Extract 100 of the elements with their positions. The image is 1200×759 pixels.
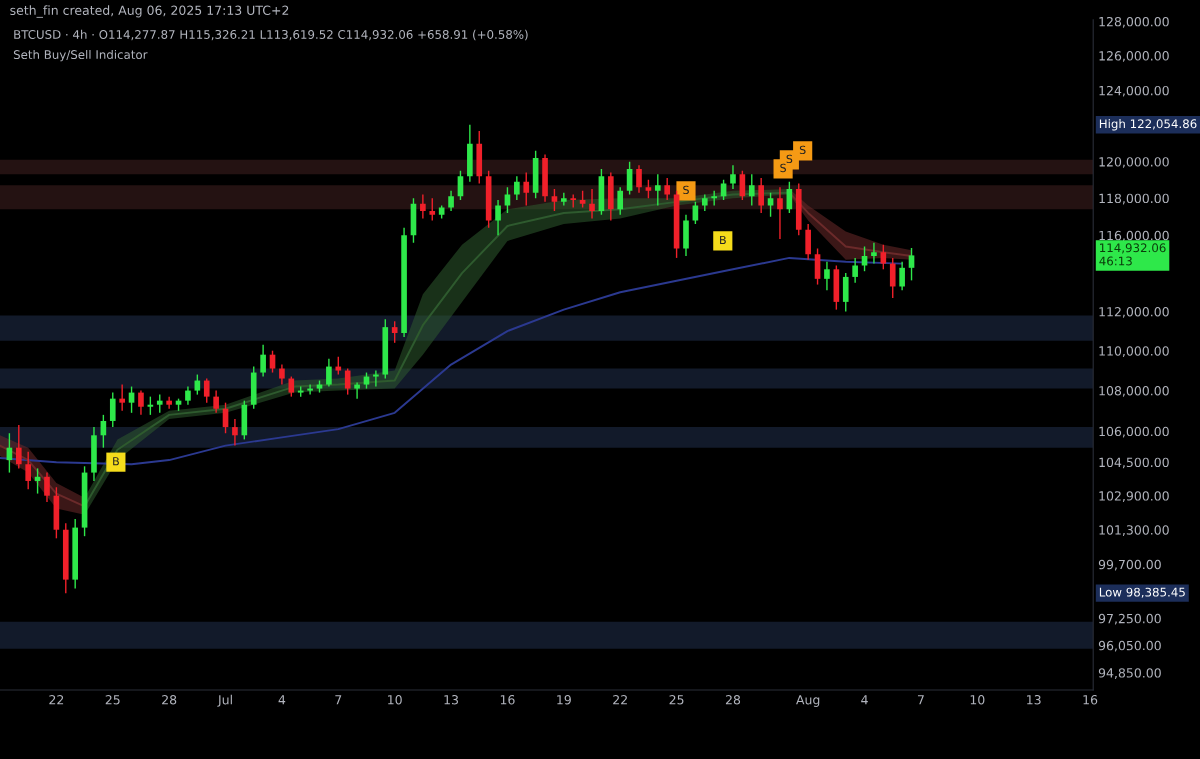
candlestick [852,257,858,284]
x-tick-label: 22 [613,695,627,705]
x-tick-label: Jul [217,694,232,707]
candlestick [777,186,783,240]
candlestick [138,389,144,416]
candlestick [448,190,454,212]
y-tick-label: 94,850.00 [1098,668,1161,679]
annotation: S [683,185,689,195]
candlestick [824,261,830,292]
candlestick [279,363,285,386]
candlestick [711,190,717,207]
annotation: B [720,235,726,245]
x-tick-label: Aug [796,695,820,707]
candlestick [232,418,238,447]
x-tick-label: 22 [49,695,64,705]
y-tick-label: 101,300.00 [1099,525,1169,536]
x-tick-label: 4 [278,695,286,705]
y-tick-label: 116,000.00 [1099,230,1169,242]
y-tick-label: 110,000.00 [1099,346,1169,357]
text: Seth Buy/Sell Indicator [13,49,148,62]
x-tick-label: 16 [1083,695,1098,705]
y-tick-label: 126,000.00 [1099,51,1169,62]
text: BTCUSD · 4h · O114,277.87 H115,326.21 L113,619.52 C114,932.06 +658.91 (+0.58%) [14,29,528,41]
candlestick [373,369,379,388]
candlestick [617,186,624,216]
text: High 122,054.86 [1099,119,1197,131]
candlestick [720,179,727,201]
candlestick [307,383,313,396]
annotation: B [113,457,119,466]
x-tick-label: 10 [970,695,985,705]
candlestick [156,393,163,414]
candlestick [185,385,191,406]
candlestick [636,164,642,194]
candlestick [589,188,595,220]
candlestick [109,391,116,428]
y-tick-label: 128,000.00 [1099,16,1169,28]
candlestick [908,247,915,282]
candlestick [748,173,755,207]
candlestick [354,381,360,400]
y-tick-label: 106,000.00 [1099,426,1169,438]
candlestick [514,175,520,201]
candlestick [203,377,210,404]
x-tick-label: 28 [162,695,177,705]
x-tick-label: 7 [917,695,924,705]
y-tick-label: 97,250.00 [1098,613,1161,625]
candlestick [880,244,887,270]
candlestick [767,191,774,218]
x-tick-label: 7 [335,695,342,705]
y-tick-label: 104,500.00 [1099,457,1169,469]
candlestick [551,188,558,212]
candlestick [899,261,905,292]
candlestick [260,344,266,378]
text: Low 98,385.45 [1099,587,1185,598]
candlestick [391,320,398,344]
x-tick-label: 25 [105,695,120,705]
candlestick [889,257,896,299]
x-tick-label: 13 [1027,695,1041,705]
y-tick-label: 108,000.00 [1099,386,1169,397]
candlestick [429,197,436,222]
candlestick [664,177,671,201]
text: seth_fin created, Aug 06, 2025 17:13 UTC+2 [10,5,289,18]
x-tick-label: 4 [861,695,868,705]
candlestick [44,471,50,503]
x-tick-label: 10 [388,695,402,705]
candlestick [147,395,154,416]
candlestick [645,179,652,199]
candlestick [654,173,661,207]
y-tick-label: 112,000.00 [1099,307,1169,318]
candlestick [269,350,276,374]
candlestick [166,395,172,410]
candlestick [119,383,125,412]
text: 114,932.06 46:13 [1099,243,1166,266]
y-tick-label: 102,900.00 [1099,491,1169,502]
candlestick [213,389,219,414]
candlestick [420,193,426,220]
candlestick [25,451,32,491]
y-tick-label: 118,000.00 [1099,193,1169,205]
candlestick [561,191,567,207]
candlestick [288,375,295,398]
annotation: S [780,163,786,173]
candlestick [871,242,877,265]
y-tick-label: 96,050.00 [1098,640,1161,652]
candlestick [523,171,530,207]
line-series [0,256,904,466]
candlestick [495,199,501,237]
x-tick-label: 13 [444,695,459,705]
x-tick-label: 19 [557,695,571,705]
y-tick-label: 99,700.00 [1098,559,1161,571]
candlestick [15,424,22,470]
x-tick-label: 28 [725,695,741,705]
candlestick [758,177,764,214]
y-tick-label: 124,000.00 [1099,85,1169,97]
x-tick-label: 16 [500,695,515,705]
x-tick-label: 25 [669,695,684,705]
annotation: S [799,145,806,155]
candlestick [326,357,332,388]
candlestick [344,367,351,396]
annotation: S [786,154,793,164]
candlestick [504,186,511,214]
y-tick-label: 120,000.00 [1099,157,1169,168]
